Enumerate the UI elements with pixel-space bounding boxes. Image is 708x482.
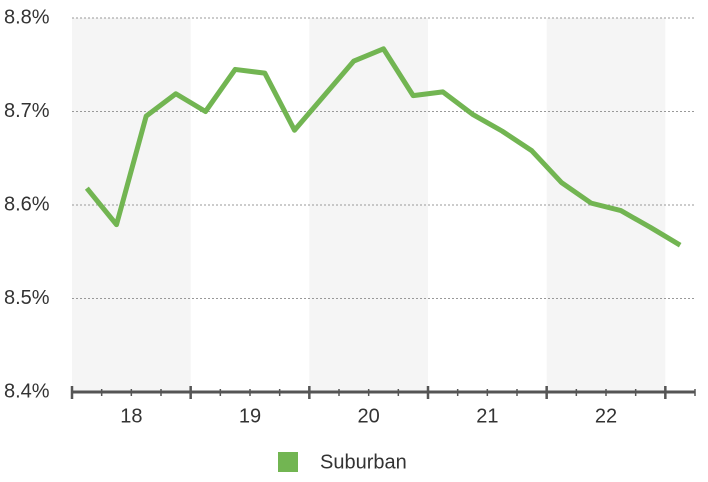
year-band bbox=[72, 18, 191, 392]
y-tick-label: 8.6% bbox=[4, 193, 50, 215]
x-tick-label: 18 bbox=[120, 405, 142, 427]
y-tick-label: 8.4% bbox=[4, 380, 50, 402]
x-tick-label: 22 bbox=[595, 405, 617, 427]
x-tick-label: 19 bbox=[239, 405, 261, 427]
legend-label: Suburban bbox=[320, 451, 407, 473]
y-tick-label: 8.5% bbox=[4, 287, 50, 309]
y-tick-label: 8.7% bbox=[4, 100, 50, 122]
y-tick-label: 8.8% bbox=[4, 6, 50, 28]
x-tick-label: 20 bbox=[358, 405, 380, 427]
x-tick-label: 21 bbox=[476, 405, 498, 427]
line bbox=[84, 46, 682, 248]
legend-swatch bbox=[278, 452, 298, 472]
